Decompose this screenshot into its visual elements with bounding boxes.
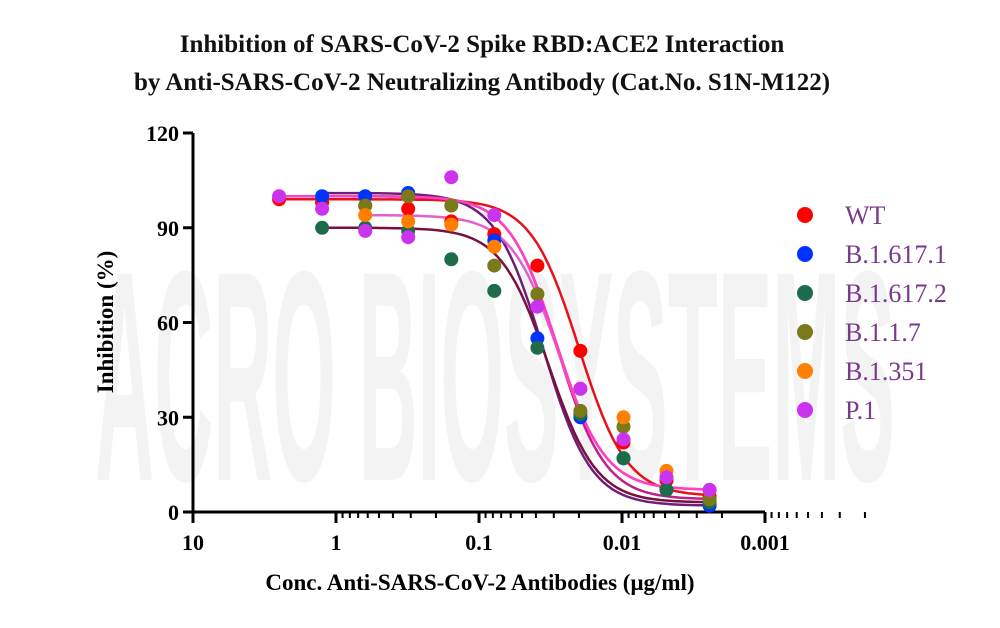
data-point-B.1.617.2 bbox=[315, 220, 330, 235]
y-tick-label: 30 bbox=[157, 405, 179, 430]
data-point-P.1 bbox=[573, 381, 588, 396]
legend-label-B.1.351: B.1.351 bbox=[845, 357, 927, 386]
data-point-P.1 bbox=[530, 299, 545, 314]
data-point-P.1 bbox=[272, 189, 287, 204]
data-point-B.1.617.2 bbox=[659, 482, 674, 497]
chart-title-line-1: Inhibition of SARS-CoV-2 Spike RBD:ACE2 … bbox=[180, 31, 785, 58]
legend-label-WT: WT bbox=[845, 201, 886, 230]
fit-curve-B.1.617.1 bbox=[322, 191, 710, 507]
x-axis-label: Conc. Anti-SARS-CoV-2 Antibodies (μg/ml) bbox=[265, 570, 694, 595]
data-point-WT bbox=[573, 343, 588, 358]
y-axis: 0 30 60 90 120 bbox=[146, 121, 195, 525]
data-point-P.1 bbox=[702, 482, 717, 497]
legend-marker-B.1.351 bbox=[797, 363, 813, 379]
legend-label-B.1.1.7: B.1.1.7 bbox=[845, 318, 921, 347]
x-tick-label: 1 bbox=[331, 530, 342, 555]
watermark: ACRO BIOSYSTEMS bbox=[95, 208, 895, 544]
data-point-B.1.617.2 bbox=[530, 340, 545, 355]
data-point-B.1.351 bbox=[487, 239, 502, 254]
data-point-B.1.1.7 bbox=[487, 258, 502, 273]
legend-marker-WT bbox=[797, 207, 813, 223]
legend-marker-B.1.617.2 bbox=[797, 285, 813, 301]
data-point-B.1.351 bbox=[616, 410, 631, 425]
chart-title-line-2: by Anti-SARS-CoV-2 Neutralizing Antibody… bbox=[134, 69, 830, 96]
data-point-P.1 bbox=[315, 201, 330, 216]
legend-label-P.1: P.1 bbox=[845, 396, 876, 425]
fit-curve-WT bbox=[279, 198, 710, 497]
y-axis-label: Inhibition (%) bbox=[93, 251, 118, 394]
x-tick-label: 0.1 bbox=[465, 530, 493, 555]
legend-marker-P.1 bbox=[797, 402, 813, 418]
watermark-text: ACRO BIOSYSTEMS bbox=[95, 208, 895, 544]
legend-marker-B.1.1.7 bbox=[797, 324, 813, 340]
data-point-B.1.617.2 bbox=[444, 252, 459, 267]
data-point-P.1 bbox=[616, 432, 631, 447]
data-point-P.1 bbox=[659, 470, 674, 485]
data-point-P.1 bbox=[487, 208, 502, 223]
y-tick-label: 90 bbox=[157, 216, 179, 241]
legend-label-B.1.617.2: B.1.617.2 bbox=[845, 279, 947, 308]
data-point-B.1.617.2 bbox=[487, 283, 502, 298]
data-point-WT bbox=[530, 258, 545, 273]
data-point-B.1.1.7 bbox=[401, 189, 416, 204]
y-tick-label: 0 bbox=[168, 500, 179, 525]
x-axis: 10 1 0.1 0.01 0.001 bbox=[182, 510, 866, 555]
data-points bbox=[272, 170, 717, 513]
y-tick-label: 60 bbox=[157, 311, 179, 336]
data-point-WT bbox=[401, 201, 416, 216]
data-point-B.1.1.7 bbox=[444, 198, 459, 213]
data-point-B.1.1.7 bbox=[573, 403, 588, 418]
data-point-P.1 bbox=[358, 223, 373, 238]
data-point-B.1.617.1 bbox=[315, 189, 330, 204]
x-tick-label: 10 bbox=[182, 530, 204, 555]
legend: WT B.1.617.1 B.1.617.2 B.1.1.7 B.1.351 P.1 bbox=[797, 201, 947, 425]
y-tick-label: 120 bbox=[146, 121, 179, 146]
data-point-P.1 bbox=[401, 230, 416, 245]
data-point-B.1.617.2 bbox=[616, 451, 631, 466]
fit-curve-B.1.617.2 bbox=[322, 226, 710, 504]
legend-label-B.1.617.1: B.1.617.1 bbox=[845, 240, 947, 269]
data-point-P.1 bbox=[444, 170, 459, 185]
data-point-B.1.351 bbox=[358, 208, 373, 223]
data-point-B.1.351 bbox=[401, 214, 416, 229]
data-point-B.1.1.7 bbox=[530, 287, 545, 302]
legend-marker-B.1.617.1 bbox=[797, 246, 813, 262]
x-tick-label: 0.001 bbox=[740, 530, 790, 555]
x-tick-label: 0.01 bbox=[603, 530, 642, 555]
data-point-B.1.351 bbox=[444, 217, 459, 232]
